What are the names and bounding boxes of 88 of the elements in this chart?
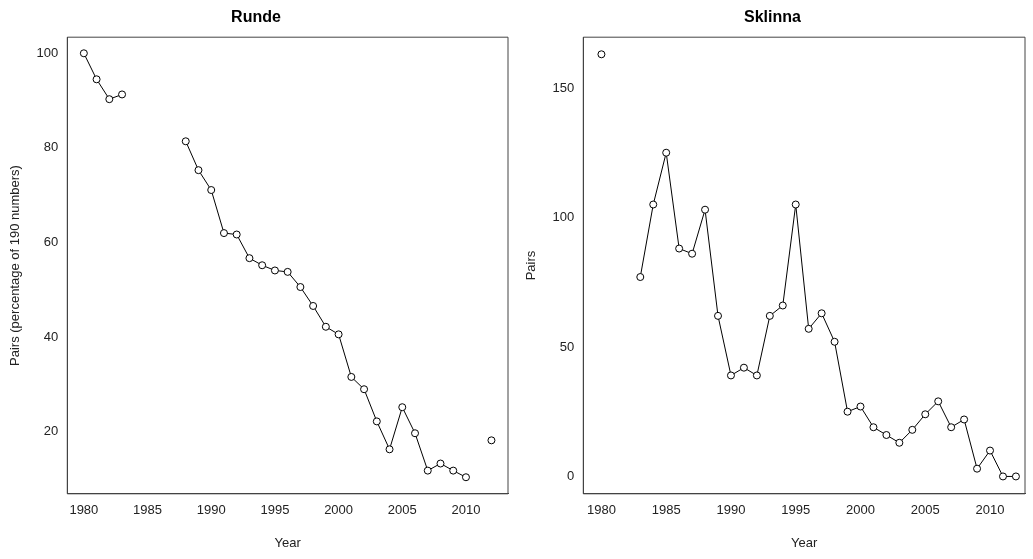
y-tick-label: 80 [43, 139, 59, 155]
y-tick-label: 100 [552, 209, 575, 225]
point [921, 410, 930, 419]
point [398, 403, 407, 412]
point [283, 267, 292, 276]
point [423, 466, 432, 475]
point [219, 229, 228, 238]
point [882, 431, 891, 440]
point [207, 186, 216, 195]
point [662, 148, 671, 157]
point [649, 200, 658, 209]
point [385, 445, 394, 454]
x-tick-label: 1995 [781, 502, 811, 518]
point [449, 466, 458, 475]
x-tick-label: 1980 [69, 502, 99, 518]
point [245, 254, 254, 263]
point [461, 473, 470, 482]
x-tick-label: 1990 [716, 502, 746, 518]
point [791, 200, 800, 209]
x-tick-label: 1980 [586, 502, 616, 518]
point [636, 273, 645, 282]
point [334, 330, 343, 339]
point [296, 283, 305, 292]
point [411, 429, 420, 438]
point [118, 90, 127, 99]
y-tick-label: 0 [567, 468, 575, 484]
y-axis-title: Pairs (percentage of 190 numbers) [7, 165, 23, 366]
point [752, 371, 761, 380]
point [986, 446, 995, 455]
x-tick-label: 2000 [324, 502, 354, 518]
y-tick-label: 20 [43, 423, 59, 439]
point [347, 372, 356, 381]
point [360, 385, 369, 394]
chart-title: Runde [231, 8, 281, 26]
point [675, 244, 684, 253]
point [817, 309, 826, 318]
point [856, 402, 865, 411]
point [79, 49, 88, 58]
y-tick-label: 60 [43, 234, 59, 250]
point [908, 425, 917, 434]
point [726, 371, 735, 380]
point [701, 205, 710, 214]
y-tick-label: 50 [559, 338, 575, 354]
point [270, 266, 279, 275]
point [1011, 472, 1020, 481]
point [436, 459, 445, 468]
point [804, 324, 813, 333]
point [973, 464, 982, 473]
x-tick-label: 2005 [910, 502, 940, 518]
point [258, 261, 267, 270]
x-tick-label: 1985 [133, 502, 162, 518]
point [869, 423, 878, 432]
point [232, 230, 241, 239]
point [597, 50, 606, 59]
x-axis-title: Year [791, 534, 818, 550]
x-tick-label: 1985 [651, 502, 681, 518]
point [843, 407, 852, 416]
point [960, 415, 969, 424]
x-tick-label: 2005 [387, 502, 417, 518]
point [372, 417, 381, 426]
x-tick-label: 1990 [196, 502, 226, 518]
y-tick-label: 100 [36, 44, 59, 60]
point [895, 438, 904, 447]
x-tick-label: 2010 [975, 502, 1005, 518]
point [688, 249, 697, 258]
point [487, 436, 496, 445]
point [181, 137, 190, 146]
point [947, 423, 956, 432]
point [92, 75, 101, 84]
chart-title: Sklinna [744, 8, 802, 26]
point [765, 311, 774, 320]
x-axis-title: Year [274, 534, 302, 550]
point [321, 322, 330, 331]
point [714, 311, 723, 320]
x-tick-label: 1995 [260, 502, 290, 518]
point [998, 472, 1007, 481]
y-tick-label: 150 [552, 79, 575, 95]
y-tick-label: 40 [43, 328, 59, 344]
x-tick-label: 2000 [846, 502, 875, 518]
point [194, 166, 203, 175]
x-tick-label: 2010 [451, 502, 481, 518]
point [830, 337, 839, 346]
point [739, 363, 748, 372]
point [105, 95, 114, 104]
point [778, 301, 787, 310]
y-axis-title: Pairs [523, 250, 539, 281]
point [309, 301, 318, 310]
point [934, 397, 943, 406]
